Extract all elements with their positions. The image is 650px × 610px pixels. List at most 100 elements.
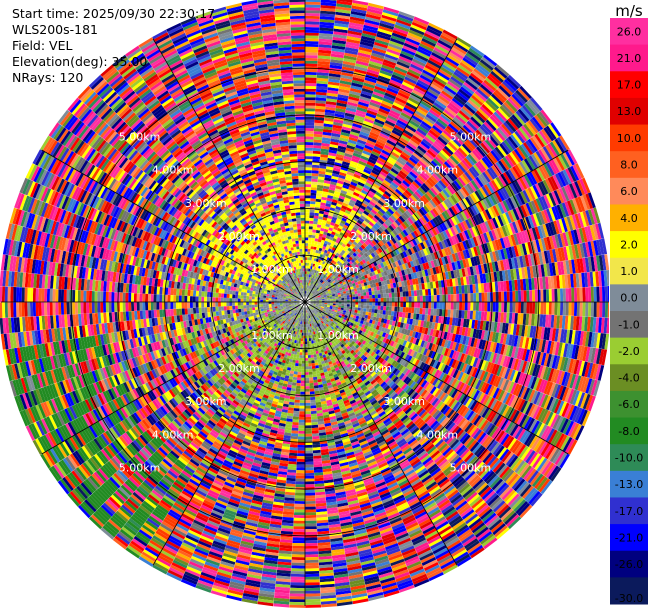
- gate: [413, 179, 422, 187]
- gate: [311, 175, 319, 180]
- gate: [312, 275, 315, 279]
- gate: [359, 232, 365, 238]
- gate: [312, 272, 315, 276]
- gate: [373, 214, 380, 221]
- gate: [409, 94, 422, 103]
- gate: [476, 63, 491, 76]
- gate: [305, 69, 317, 73]
- gate: [314, 264, 318, 268]
- gate: [320, 227, 325, 232]
- gate: [367, 231, 373, 237]
- gate: [384, 92, 397, 100]
- gate: [321, 302, 325, 304]
- gate: [378, 25, 394, 33]
- gate: [444, 127, 456, 138]
- gate: [313, 131, 323, 135]
- gate: [332, 39, 347, 45]
- gate: [330, 243, 335, 247]
- gate: [407, 32, 423, 41]
- gate: [339, 232, 345, 237]
- gate: [470, 116, 482, 128]
- gate: [407, 122, 418, 131]
- gate: [335, 6, 352, 11]
- gate: [305, 100, 316, 103]
- gate: [323, 279, 327, 283]
- gate: [350, 243, 356, 248]
- gate: [554, 302, 558, 315]
- gate: [369, 298, 373, 302]
- gate: [416, 307, 420, 314]
- gate: [366, 308, 370, 312]
- gate: [338, 197, 345, 203]
- gate: [382, 12, 398, 19]
- gate: [329, 269, 334, 273]
- gate: [338, 142, 347, 148]
- gate: [372, 148, 382, 155]
- gate: [445, 56, 460, 67]
- gate: [367, 203, 375, 209]
- gate: [433, 47, 448, 57]
- gate: [424, 116, 436, 125]
- gate: [419, 43, 434, 52]
- gate: [341, 187, 349, 192]
- gate: [358, 101, 369, 108]
- gate: [349, 245, 354, 250]
- gate: [345, 219, 352, 225]
- gate: [453, 302, 457, 310]
- gate: [306, 293, 308, 297]
- gate: [380, 168, 389, 175]
- gate: [400, 84, 414, 92]
- gate: [363, 292, 367, 296]
- gate: [305, 178, 312, 182]
- gate: [468, 47, 483, 59]
- gate: [340, 77, 353, 83]
- gate: [353, 245, 359, 251]
- gate: [408, 307, 412, 314]
- gate: [449, 121, 461, 131]
- gate: [333, 268, 337, 273]
- gate: [362, 220, 369, 226]
- gate: [417, 296, 421, 302]
- gate: [305, 35, 319, 39]
- gate: [404, 40, 419, 49]
- gate: [352, 226, 358, 232]
- gate: [305, 71, 317, 75]
- gate: [430, 127, 441, 137]
- gate: [347, 168, 356, 174]
- gate: [456, 302, 460, 310]
- gate: [331, 240, 336, 245]
- gate: [333, 264, 337, 269]
- gate: [313, 269, 316, 273]
- gate: [411, 302, 415, 308]
- gate: [346, 295, 350, 298]
- gate: [386, 117, 397, 125]
- gate: [323, 243, 328, 247]
- gate: [390, 311, 395, 316]
- gate: [327, 192, 334, 197]
- gate: [374, 118, 385, 126]
- gate: [305, 77, 317, 81]
- gate: [347, 33, 362, 39]
- gate: [327, 84, 340, 89]
- gate: [370, 185, 379, 192]
- gate: [320, 202, 326, 206]
- gate: [363, 302, 367, 306]
- gate: [391, 306, 395, 312]
- gate: [448, 51, 463, 62]
- gate: [367, 213, 374, 220]
- gate: [523, 290, 527, 302]
- gate: [318, 173, 326, 178]
- gate: [368, 104, 380, 111]
- gate: [313, 278, 316, 282]
- gate: [342, 123, 353, 129]
- gate: [400, 182, 409, 190]
- gate: [313, 282, 317, 285]
- gate: [309, 223, 314, 227]
- gate: [363, 168, 372, 175]
- gate: [520, 302, 524, 314]
- gate: [419, 308, 423, 315]
- gate: [380, 102, 392, 110]
- gate: [405, 102, 418, 110]
- gate: [378, 173, 386, 180]
- gate: [420, 72, 434, 81]
